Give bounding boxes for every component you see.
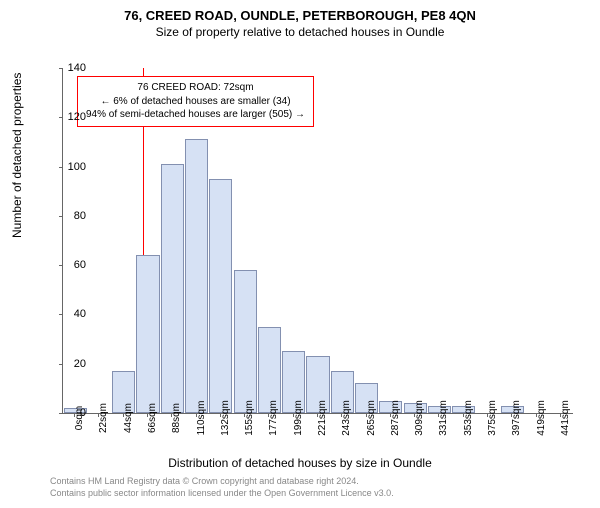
annotation-line: ← 6% of detached houses are smaller (34) [86, 95, 305, 109]
x-tick-label: 265sqm [366, 400, 377, 436]
x-tick-label: 221sqm [317, 400, 328, 436]
x-tick-mark [147, 413, 148, 417]
x-tick-label: 22sqm [98, 403, 109, 433]
histogram-bar [209, 179, 232, 413]
x-tick-mark [74, 413, 75, 417]
histogram-bar [161, 164, 184, 413]
x-tick-mark [196, 413, 197, 417]
x-tick-label: 441sqm [560, 400, 571, 436]
x-tick-mark [244, 413, 245, 417]
x-tick-mark [123, 413, 124, 417]
y-tick-label: 40 [46, 308, 86, 320]
x-axis-label: Distribution of detached houses by size … [0, 456, 600, 470]
histogram-bar [185, 139, 208, 413]
chart-container: 76, CREED ROAD, OUNDLE, PETERBOROUGH, PE… [0, 8, 600, 508]
x-tick-label: 0sqm [74, 406, 85, 430]
x-tick-mark [220, 413, 221, 417]
histogram-bar [234, 270, 257, 413]
x-tick-label: 243sqm [341, 400, 352, 436]
y-tick-label: 80 [46, 210, 86, 222]
x-tick-mark [268, 413, 269, 417]
x-tick-mark [171, 413, 172, 417]
x-tick-label: 110sqm [196, 401, 207, 436]
annotation-box: 76 CREED ROAD: 72sqm← 6% of detached hou… [77, 76, 314, 127]
x-tick-mark [341, 413, 342, 417]
x-tick-label: 375sqm [487, 400, 498, 436]
x-tick-mark [536, 413, 537, 417]
x-tick-mark [414, 413, 415, 417]
x-tick-mark [293, 413, 294, 417]
x-tick-mark [463, 413, 464, 417]
footer-line-1: Contains HM Land Registry data © Crown c… [50, 476, 394, 488]
x-tick-mark [366, 413, 367, 417]
x-tick-label: 177sqm [268, 400, 279, 436]
footer-line-2: Contains public sector information licen… [50, 488, 394, 500]
x-tick-label: 309sqm [414, 400, 425, 436]
x-tick-mark [511, 413, 512, 417]
x-tick-label: 397sqm [511, 400, 522, 436]
chart-title: 76, CREED ROAD, OUNDLE, PETERBOROUGH, PE… [0, 8, 600, 23]
x-tick-label: 331sqm [438, 400, 449, 436]
x-tick-label: 132sqm [220, 400, 231, 436]
y-tick-label: 100 [46, 161, 86, 173]
annotation-line: 94% of semi-detached houses are larger (… [86, 108, 305, 122]
y-tick-label: 140 [46, 62, 86, 74]
x-tick-mark [317, 413, 318, 417]
y-tick-label: 20 [46, 358, 86, 370]
x-tick-mark [98, 413, 99, 417]
x-tick-mark [390, 413, 391, 417]
x-tick-label: 419sqm [536, 400, 547, 436]
x-tick-label: 199sqm [293, 400, 304, 436]
x-tick-mark [438, 413, 439, 417]
x-tick-label: 66sqm [147, 403, 158, 433]
footer-attribution: Contains HM Land Registry data © Crown c… [50, 476, 394, 499]
x-tick-mark [487, 413, 488, 417]
plot-area: 76 CREED ROAD: 72sqm← 6% of detached hou… [62, 68, 573, 414]
y-tick-label: 120 [46, 111, 86, 123]
annotation-line: 76 CREED ROAD: 72sqm [86, 81, 305, 95]
y-axis-label: Number of detached properties [10, 73, 24, 238]
x-tick-label: 44sqm [123, 403, 134, 433]
x-tick-label: 353sqm [463, 400, 474, 436]
y-tick-label: 60 [46, 259, 86, 271]
x-tick-label: 88sqm [171, 403, 182, 433]
x-tick-label: 287sqm [390, 400, 401, 436]
x-tick-label: 155sqm [244, 400, 255, 436]
histogram-bar [136, 255, 159, 413]
x-tick-mark [560, 413, 561, 417]
chart-subtitle: Size of property relative to detached ho… [0, 25, 600, 39]
